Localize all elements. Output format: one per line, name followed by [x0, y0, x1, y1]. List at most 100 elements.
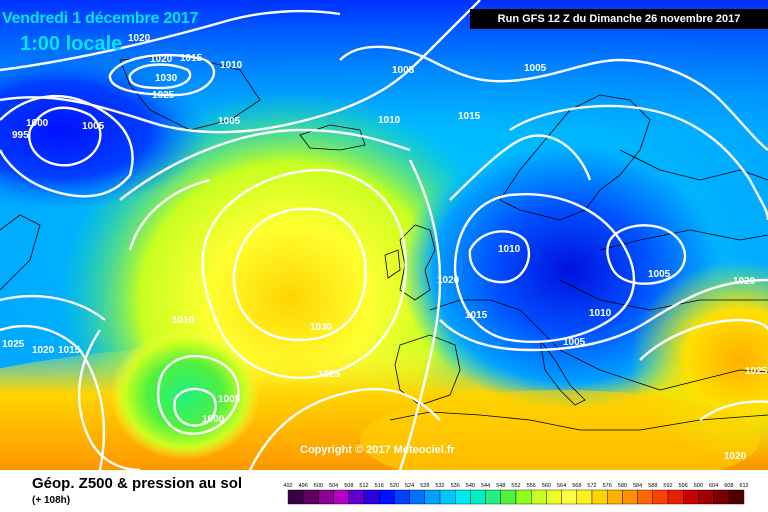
scale-color-cell — [622, 489, 638, 505]
coastlines — [0, 54, 768, 431]
scale-color-cell — [318, 489, 334, 505]
pressure-label: 1015 — [465, 310, 488, 321]
scale-color-cell — [287, 489, 304, 505]
forecast-date: Vendredi 1 décembre 2017 — [2, 10, 199, 27]
isobar — [0, 94, 134, 198]
isobar — [156, 354, 240, 435]
pressure-label: 1005 — [392, 65, 415, 76]
pressure-label: 1005 — [524, 63, 547, 74]
isobar — [128, 63, 192, 90]
scale-tick-label: 508 — [344, 483, 353, 489]
scale-tick-label: 592 — [663, 483, 672, 489]
pressure-label: 1010 — [378, 115, 401, 126]
scale-color-cell — [303, 489, 319, 505]
scale-color-cell — [333, 489, 349, 505]
scale-color-cell — [485, 489, 502, 505]
iceland-coast — [299, 124, 366, 151]
isobar — [439, 278, 768, 352]
scale-color-cell — [470, 489, 486, 505]
isobar — [232, 207, 367, 342]
scale-color-cell — [667, 489, 684, 505]
pressure-label: 1000 — [26, 118, 49, 129]
pressure-label: 1020 — [724, 451, 747, 462]
scale-tick-label: 576 — [603, 483, 612, 489]
scale-color-cell — [637, 489, 654, 505]
scale-tick-label: 532 — [435, 483, 444, 489]
scale-color-cell — [546, 489, 562, 505]
mediterranean-warm-area — [360, 390, 760, 470]
copyright: Copyright © 2017 Meteociel.fr — [300, 444, 455, 456]
scale-tick-label: 500 — [314, 483, 323, 489]
pressure-label: 995 — [12, 130, 29, 141]
pressure-label: 1020 — [32, 345, 55, 356]
scale-tick-label: 604 — [709, 483, 718, 489]
scale-tick-label: 496 — [299, 483, 308, 489]
scale-color-cell — [439, 489, 456, 505]
scale-color-cell — [454, 489, 471, 505]
north-africa-coast — [389, 411, 768, 431]
legend-bar: Géop. Z500 & pression au sol (+ 108h) 49… — [0, 470, 768, 512]
scale-tick-label: 584 — [633, 483, 642, 489]
pressure-label: 1015 — [58, 345, 81, 356]
scale-color-cell — [424, 489, 441, 505]
scale-color-cell — [363, 489, 380, 505]
map-title: Géop. Z500 & pression au sol — [32, 475, 243, 492]
forecast-hour: 1:00 locale — [20, 33, 123, 55]
pressure-label: 1020 — [128, 33, 151, 44]
scale-color-cell — [530, 489, 547, 505]
scale-tick-label: 556 — [527, 483, 536, 489]
scandinavia-coast — [499, 94, 651, 221]
scale-tick-label: 580 — [618, 483, 627, 489]
pressure-label: 1010 — [589, 308, 612, 319]
isobar — [0, 324, 106, 470]
scale-tick-label: 588 — [648, 483, 657, 489]
scale-tick-label: 516 — [375, 483, 384, 489]
pressure-label: 1020 — [437, 275, 460, 286]
scale-color-cell — [515, 489, 532, 505]
isobar — [108, 53, 216, 97]
northwest-low-area — [0, 50, 210, 210]
forecast-lead-time: (+ 108h) — [32, 495, 71, 506]
scale-tick-label: 520 — [390, 483, 399, 489]
isobar — [0, 9, 341, 72]
isobar — [339, 45, 768, 151]
isobar — [449, 134, 592, 201]
ireland-coast — [384, 249, 401, 279]
isobar — [77, 178, 211, 470]
scale-color-cell — [409, 489, 425, 505]
model-run-info: Run GFS 12 Z du Dimanche 26 novembre 201… — [470, 9, 768, 29]
iberia-coast — [394, 334, 461, 406]
pressure-label: 1005 — [218, 116, 241, 127]
scale-tick-label: 600 — [694, 483, 703, 489]
pressure-label: 1010 — [220, 60, 243, 71]
pressure-label: 1005 — [82, 121, 105, 132]
isobar — [453, 193, 636, 343]
pressure-label: 1025 — [745, 366, 768, 377]
scale-tick-label: 568 — [572, 483, 581, 489]
pressure-label: 1010 — [498, 244, 521, 255]
british-isles-coast — [399, 224, 436, 301]
scale-tick-label: 512 — [359, 483, 368, 489]
isobar — [28, 106, 102, 167]
europe-coast — [429, 299, 768, 391]
scale-tick-label: 504 — [329, 483, 338, 489]
pressure-label: 1005 — [218, 394, 241, 405]
weather-map: 1020 1020 1015 1030 1025 1010 995 1000 1… — [0, 0, 768, 470]
isobar — [119, 128, 411, 201]
scale-tick-label: 552 — [511, 483, 520, 489]
isobars — [0, 0, 768, 470]
scale-color-cell — [378, 489, 395, 505]
pressure-labels: 1020 1020 1015 1030 1025 1010 995 1000 1… — [2, 33, 768, 462]
scale-tick-label: 572 — [587, 483, 596, 489]
pressure-label: 1020 — [733, 276, 756, 287]
isobar — [509, 104, 768, 221]
pressure-label: 1010 — [172, 315, 195, 326]
isobar — [699, 400, 768, 421]
scale-color-cell — [607, 489, 623, 505]
scale-tick-label: 564 — [557, 483, 566, 489]
canada-coast — [0, 214, 41, 291]
scale-tick-label: 612 — [739, 483, 748, 489]
pressure-label: 1005 — [563, 337, 586, 348]
scale-color-cell — [394, 489, 410, 505]
scale-tick-label: 596 — [679, 483, 688, 489]
